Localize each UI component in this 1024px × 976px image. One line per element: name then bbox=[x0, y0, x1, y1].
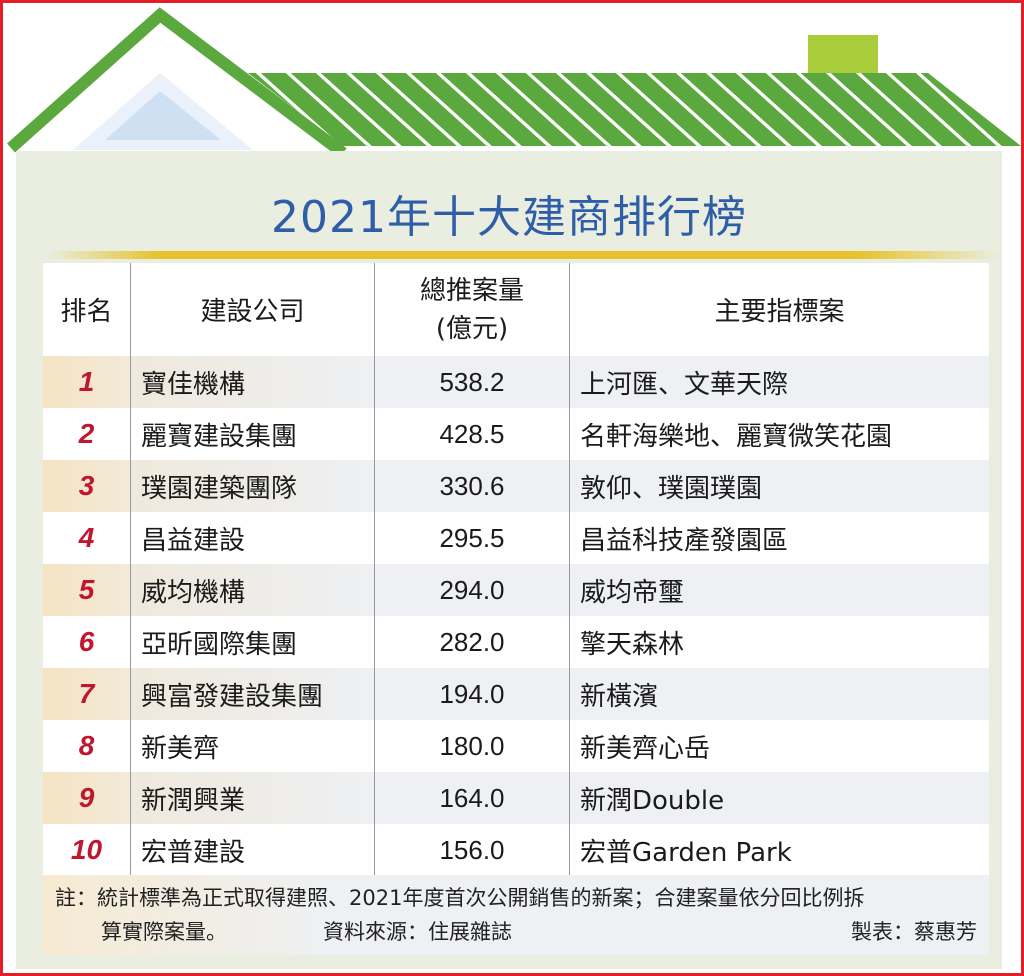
rank-number: 10 bbox=[70, 834, 103, 865]
rank-number: 5 bbox=[78, 574, 95, 605]
project-name: 上河匯、文華天際 bbox=[580, 369, 789, 400]
project-name: 威均帝璽 bbox=[580, 577, 685, 608]
volume-value: 294.0 bbox=[375, 564, 570, 616]
table-row: 2 麗寶建設集團 428.5 名軒海樂地、麗寶微笑花園 bbox=[43, 408, 989, 460]
title-divider bbox=[46, 251, 1001, 259]
table-row: 7 興富發建設集團 194.0 新橫濱 bbox=[43, 668, 989, 720]
project-name: 宏普Garden Park bbox=[580, 837, 792, 868]
company-name: 興富發建設集團 bbox=[131, 668, 375, 720]
gable-window-inner bbox=[105, 91, 221, 140]
company-name: 昌益建設 bbox=[131, 512, 375, 564]
project-name: 名軒海樂地、麗寶微笑花園 bbox=[580, 421, 893, 452]
project-name: 新橫濱 bbox=[580, 681, 659, 712]
table-row: 3 璞園建築團隊 330.6 敦仰、璞園璞園 bbox=[43, 460, 989, 512]
gable-outline bbox=[7, 7, 347, 158]
ranking-table: 排名 建設公司 總推案量 (億元) 主要指標案 1 寶佳機構 538.2 上河匯… bbox=[43, 263, 989, 876]
table-header-row: 排名 建設公司 總推案量 (億元) 主要指標案 bbox=[43, 263, 989, 356]
company-name: 亞昕國際集團 bbox=[131, 616, 375, 668]
table-row: 5 威均機構 294.0 威均帝璽 bbox=[43, 564, 989, 616]
table-row: 9 新潤興業 164.0 新潤Double bbox=[43, 772, 989, 824]
footnote-line1: 註：統計標準為正式取得建照、2021年度首次公開銷售的新案；合建案量依分回比例拆 bbox=[55, 886, 865, 910]
table-row: 6 亞昕國際集團 282.0 擎天森林 bbox=[43, 616, 989, 668]
house-roof-illustration bbox=[7, 7, 1021, 158]
header-volume: 總推案量 (億元) bbox=[375, 263, 570, 356]
header-volume-unit: (億元) bbox=[435, 313, 509, 344]
data-source: 資料來源：住展雜誌 bbox=[323, 920, 512, 944]
volume-value: 295.5 bbox=[375, 512, 570, 564]
table-row: 10 宏普建設 156.0 宏普Garden Park bbox=[43, 824, 989, 876]
rank-number: 1 bbox=[78, 366, 95, 397]
chart-title: 2021年十大建商排行榜 bbox=[271, 192, 747, 243]
company-name: 新潤興業 bbox=[131, 772, 375, 824]
chart-maker: 製表：蔡惠芳 bbox=[851, 920, 977, 944]
table-row: 1 寶佳機構 538.2 上河匯、文華天際 bbox=[43, 356, 989, 408]
volume-value: 180.0 bbox=[375, 720, 570, 772]
header-project: 主要指標案 bbox=[714, 297, 845, 327]
chimney bbox=[808, 35, 878, 73]
footnote-line2: 算實際案量。 bbox=[101, 920, 227, 944]
header-volume-label: 總推案量 bbox=[419, 275, 524, 306]
volume-value: 538.2 bbox=[375, 356, 570, 408]
rank-number: 2 bbox=[78, 418, 95, 449]
rank-number: 6 bbox=[78, 626, 95, 657]
company-name: 新美齊 bbox=[131, 720, 375, 772]
project-name: 擎天森林 bbox=[580, 629, 685, 660]
volume-value: 156.0 bbox=[375, 824, 570, 876]
rank-number: 7 bbox=[78, 678, 95, 709]
volume-value: 194.0 bbox=[375, 668, 570, 720]
company-name: 宏普建設 bbox=[131, 824, 375, 876]
company-name: 寶佳機構 bbox=[131, 356, 375, 408]
volume-value: 428.5 bbox=[375, 408, 570, 460]
header-rank: 排名 bbox=[43, 263, 131, 356]
company-name: 威均機構 bbox=[131, 564, 375, 616]
project-name: 敦仰、璞園璞園 bbox=[580, 473, 763, 504]
header-company: 建設公司 bbox=[131, 263, 375, 356]
project-name: 昌益科技產發園區 bbox=[580, 525, 789, 556]
company-name: 麗寶建設集團 bbox=[131, 408, 375, 460]
project-name: 新潤Double bbox=[580, 785, 725, 816]
rank-number: 3 bbox=[78, 470, 95, 501]
content-panel: 2021年十大建商排行榜 排名 建設公司 總推案量 (億元) 主要指標案 1 寶… bbox=[16, 151, 1002, 969]
project-name: 新美齊心岳 bbox=[580, 733, 711, 764]
table-row: 4 昌益建設 295.5 昌益科技產發園區 bbox=[43, 512, 989, 564]
volume-value: 164.0 bbox=[375, 772, 570, 824]
rank-number: 8 bbox=[78, 730, 95, 761]
company-name: 璞園建築團隊 bbox=[131, 460, 375, 512]
rank-number: 4 bbox=[78, 522, 95, 553]
table-row: 8 新美齊 180.0 新美齊心岳 bbox=[43, 720, 989, 772]
striped-roof bbox=[248, 73, 1021, 146]
volume-value: 330.6 bbox=[375, 460, 570, 512]
footnote: 註：統計標準為正式取得建照、2021年度首次公開銷售的新案；合建案量依分回比例拆… bbox=[43, 875, 989, 955]
volume-value: 282.0 bbox=[375, 616, 570, 668]
rank-number: 9 bbox=[78, 782, 95, 813]
